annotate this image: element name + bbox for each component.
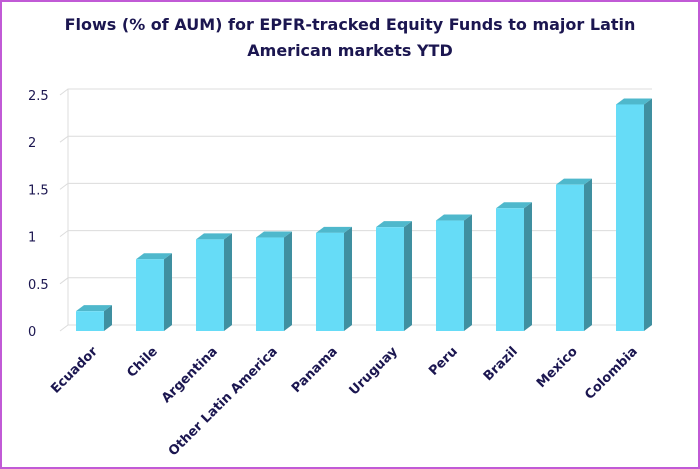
bar-top: [616, 98, 652, 105]
y-axis-ticks: 0 0.5 1 1.5 2 2.5: [28, 89, 49, 340]
gridline: [59, 88, 652, 96]
y-tick-label: 0.5: [28, 278, 49, 293]
bar-front: [196, 239, 224, 331]
y-tick-label: 2.5: [28, 89, 49, 104]
y-tick-label: 1.5: [28, 183, 49, 198]
bar-other-latin-america: [256, 231, 292, 331]
y-tick-label: 1: [28, 231, 36, 246]
bar-side: [524, 202, 532, 331]
bar-side: [224, 233, 232, 331]
bar-top: [136, 253, 172, 260]
gridline: [59, 135, 652, 143]
bar-side: [584, 178, 592, 331]
bar-uruguay: [376, 221, 412, 331]
bar-ecuador: [76, 305, 112, 331]
y-tick-label: 0: [28, 325, 36, 340]
bar-side: [404, 221, 412, 331]
bar-top: [256, 231, 292, 238]
bar-top: [76, 305, 112, 312]
x-tick-label-brazil: Brazil: [481, 344, 521, 384]
bar-top: [496, 202, 532, 209]
x-tick-label-mexico: Mexico: [534, 344, 581, 391]
bar-front: [316, 232, 344, 331]
bar-top: [196, 233, 232, 240]
bar-side: [284, 231, 292, 331]
x-tick-label-argentina: Argentina: [159, 344, 221, 406]
x-tick-label-other-latin-america: Other Latin America: [166, 344, 281, 459]
bar-side: [644, 98, 652, 331]
bar-side: [164, 253, 172, 331]
x-tick-label-peru: Peru: [426, 344, 461, 379]
bar-front: [616, 104, 644, 331]
bar-front: [556, 184, 584, 331]
bar-front: [376, 227, 404, 331]
x-tick-label-uruguay: Uruguay: [347, 344, 402, 399]
bars: [76, 98, 652, 331]
x-tick-label-chile: Chile: [124, 344, 161, 381]
bar-front: [256, 237, 284, 331]
x-tick-label-panama: Panama: [289, 344, 341, 396]
bar-top: [316, 226, 352, 233]
bar-front: [496, 208, 524, 331]
bar-front: [76, 311, 104, 331]
x-tick-label-ecuador: Ecuador: [48, 344, 101, 397]
bar-side: [344, 226, 352, 331]
bar-side: [464, 214, 472, 331]
bar-front: [136, 259, 164, 331]
bar-chile: [136, 253, 172, 331]
bar-front: [436, 220, 464, 331]
bar-argentina: [196, 233, 232, 331]
bar-top: [436, 214, 472, 221]
bar-mexico: [556, 178, 592, 331]
bar-top: [556, 178, 592, 185]
bar-peru: [436, 214, 472, 331]
x-tick-label-colombia: Colombia: [582, 344, 641, 403]
y-tick-label: 2: [28, 136, 36, 151]
chart-title: Flows (% of AUM) for EPFR-tracked Equity…: [64, 15, 636, 60]
bar-panama: [316, 226, 352, 331]
bar-colombia: [616, 98, 652, 331]
bar-brazil: [496, 202, 532, 331]
bar-side: [104, 305, 112, 331]
bar-top: [376, 221, 412, 228]
